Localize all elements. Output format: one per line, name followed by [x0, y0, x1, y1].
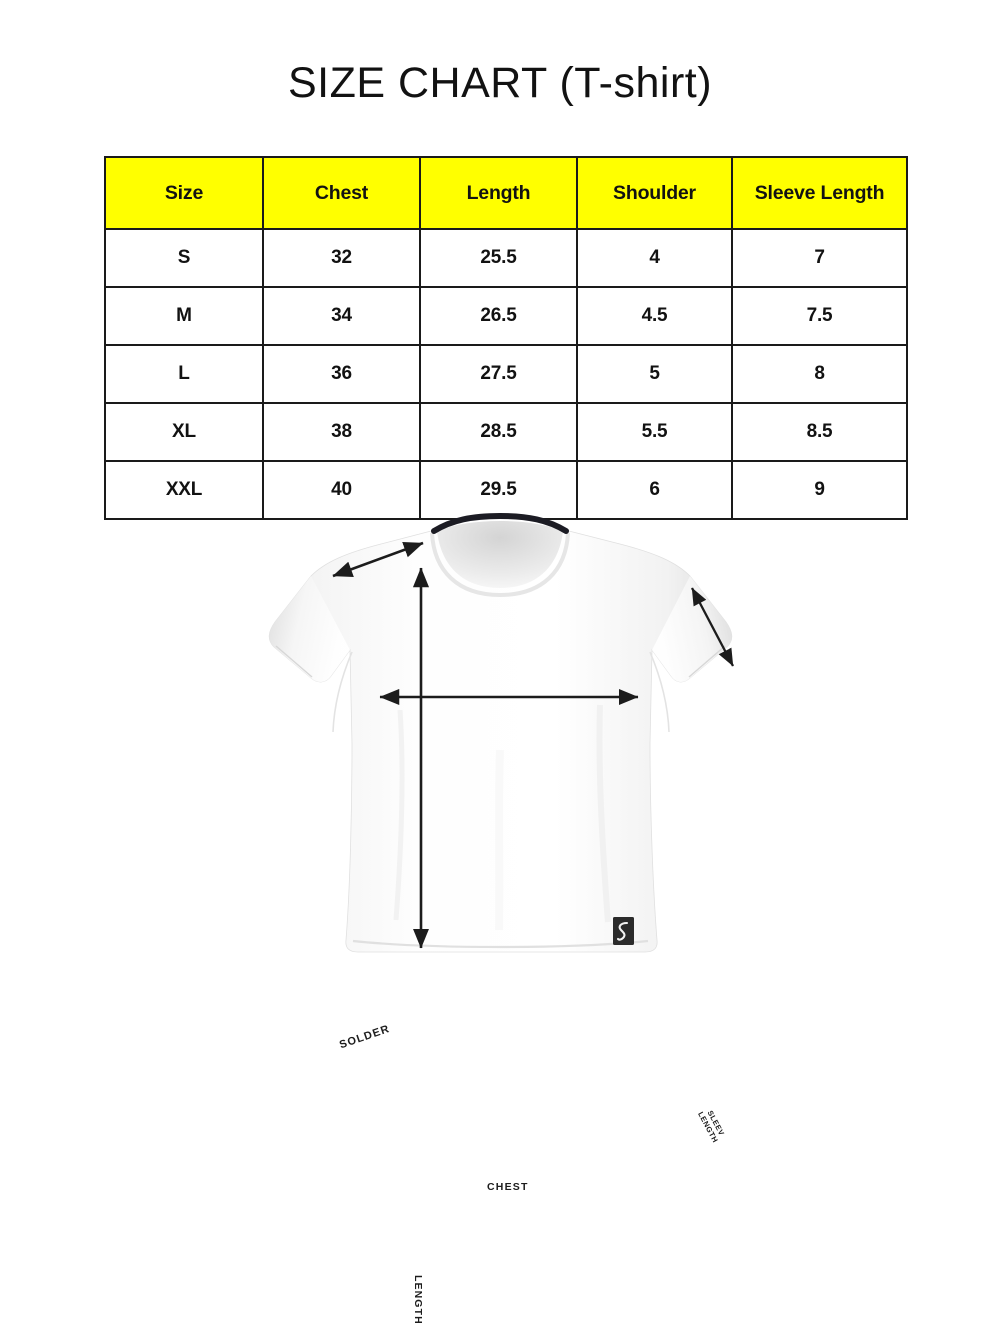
brand-tag	[613, 917, 634, 945]
column-header-chest: Chest	[262, 156, 421, 230]
cell-sleeve-length: 9	[731, 460, 908, 520]
table-row: S 32 25.5 4 7	[104, 228, 908, 288]
cell-length: 26.5	[419, 286, 578, 346]
collar-trim	[431, 512, 569, 534]
cell-chest: 32	[262, 228, 421, 288]
cell-chest: 34	[262, 286, 421, 346]
table-row: XL 38 28.5 5.5 8.5	[104, 402, 908, 462]
shoulder-measure-arrow	[332, 541, 424, 578]
cell-shoulder: 6	[576, 460, 733, 520]
column-header-sleeve-length: Sleeve Length	[731, 156, 908, 230]
page-title: SIZE CHART (T-shirt)	[287, 59, 713, 107]
cell-sleeve-length: 7	[731, 228, 908, 288]
tshirt-diagram: SOLDER CHEST LENGTH SLEEV LENGTH	[0, 500, 1000, 1325]
cell-shoulder: 4.5	[576, 286, 733, 346]
left-sleeve-hem	[275, 645, 313, 678]
fabric-fold	[393, 709, 405, 921]
table-row: L 36 27.5 5 8	[104, 344, 908, 404]
length-measure-label: LENGTH	[412, 1275, 424, 1325]
size-chart-table: Size Chest Length Shoulder Sleeve Length…	[104, 156, 908, 520]
shoulder-measure-label: SOLDER	[338, 1022, 392, 1052]
page-title-container: SIZE CHART (T-shirt)	[0, 62, 1000, 105]
cell-length: 25.5	[419, 228, 578, 288]
cell-shoulder: 5	[576, 344, 733, 404]
cell-sleeve-length: 8.5	[731, 402, 908, 462]
chest-measure-label: CHEST	[487, 1181, 529, 1193]
cell-chest: 38	[262, 402, 421, 462]
left-sleeve	[269, 576, 350, 682]
cell-chest: 36	[262, 344, 421, 404]
column-header-size: Size	[104, 156, 264, 230]
cell-shoulder: 5.5	[576, 402, 733, 462]
cell-sleeve-length: 8	[731, 344, 908, 404]
shirt-body-group	[268, 512, 733, 953]
cell-sleeve-length: 7.5	[731, 286, 908, 346]
table-header-row: Size Chest Length Shoulder Sleeve Length	[104, 156, 908, 230]
table-row: M 34 26.5 4.5 7.5	[104, 286, 908, 346]
fabric-fold	[495, 749, 504, 931]
cell-chest: 40	[262, 460, 421, 520]
neck-opening	[437, 521, 563, 588]
size-chart-table-container: Size Chest Length Shoulder Sleeve Length…	[104, 156, 908, 520]
tshirt-illustration	[268, 512, 735, 953]
left-armhole-seam	[332, 651, 353, 733]
cell-size: M	[104, 286, 264, 346]
cell-length: 27.5	[419, 344, 578, 404]
cell-size: S	[104, 228, 264, 288]
fabric-fold	[596, 704, 611, 923]
sleeve-measure-label: SLEEV LENGTH	[696, 1106, 728, 1144]
right-armhole-seam	[649, 651, 670, 733]
cell-shoulder: 4	[576, 228, 733, 288]
cell-size: XL	[104, 402, 264, 462]
column-header-shoulder: Shoulder	[576, 156, 733, 230]
measurement-arrows	[332, 541, 735, 949]
table-row: XXL 40 29.5 6 9	[104, 460, 908, 520]
collar-ribbing	[430, 532, 570, 598]
column-header-length: Length	[419, 156, 578, 230]
cell-size: L	[104, 344, 264, 404]
cell-size: XXL	[104, 460, 264, 520]
sleeve-measure-arrow	[690, 587, 735, 667]
cell-length: 28.5	[419, 402, 578, 462]
